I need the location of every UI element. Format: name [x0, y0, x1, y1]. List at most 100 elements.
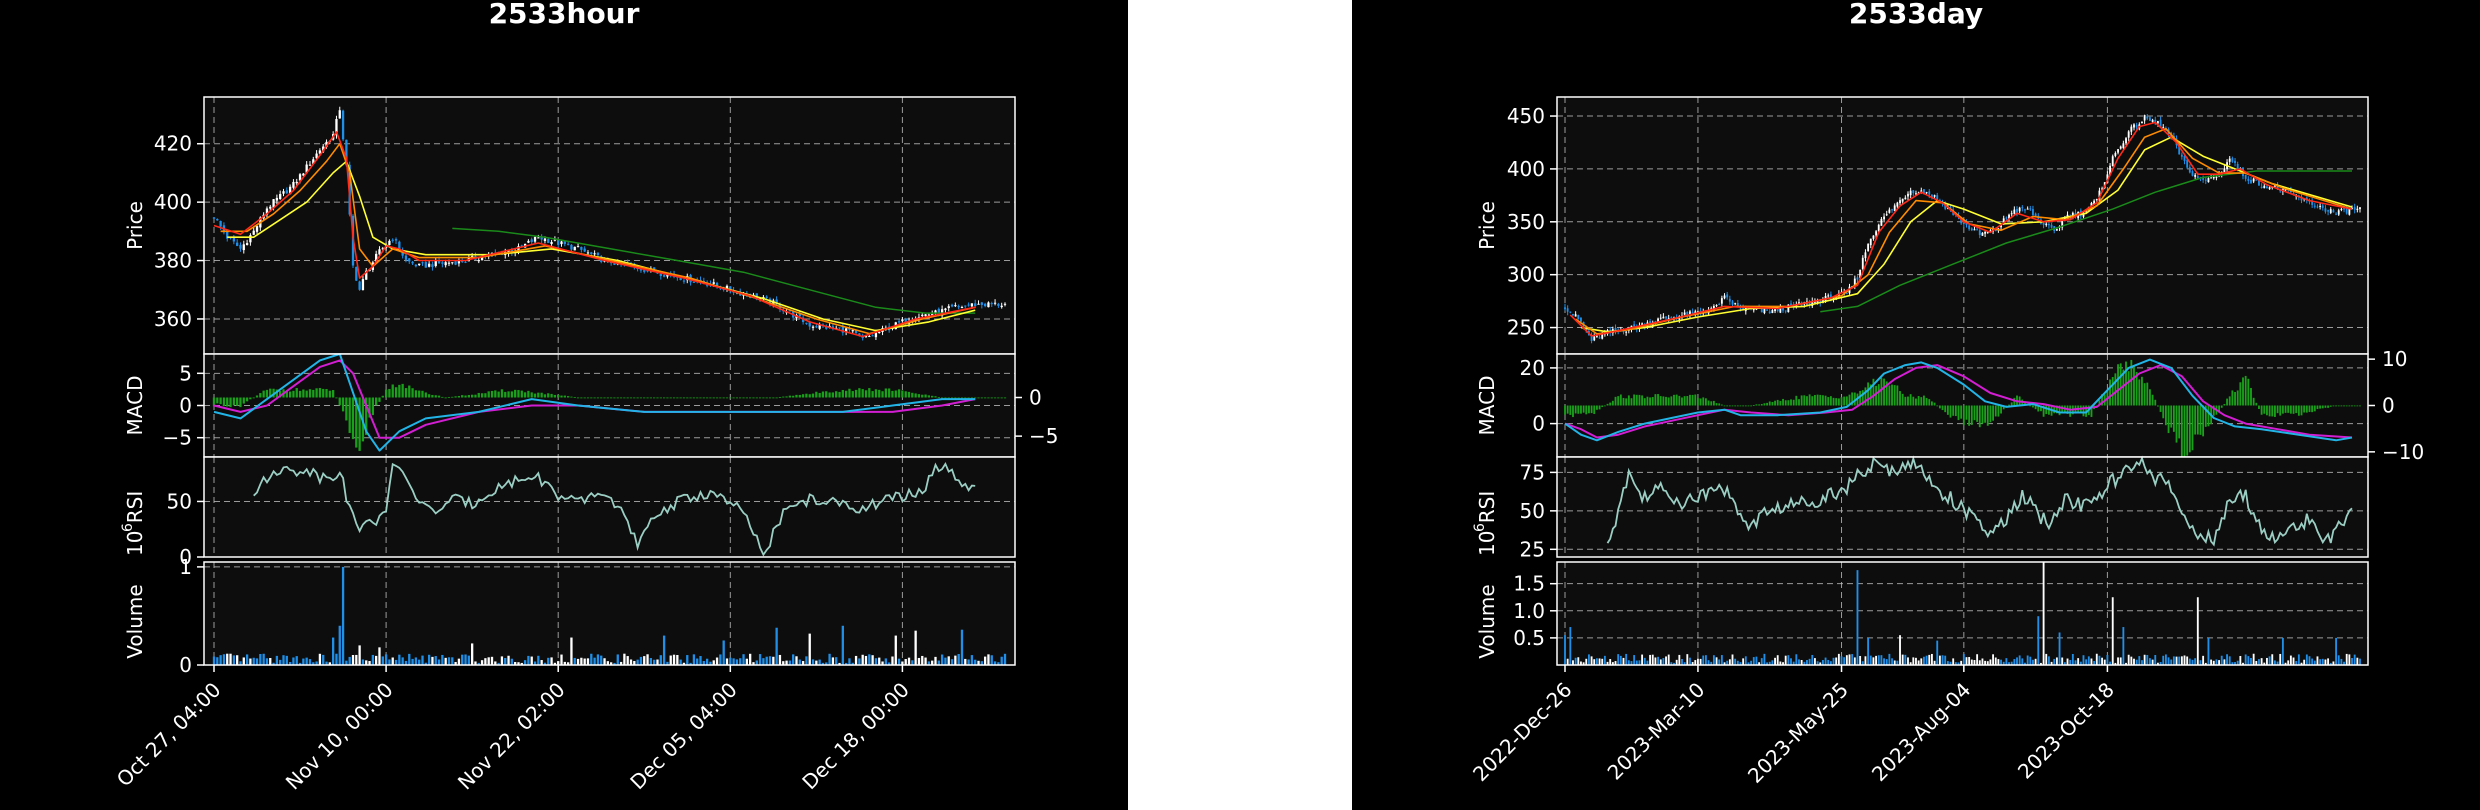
candle-body [1923, 189, 1925, 194]
volume-bar [1877, 655, 1880, 665]
volume-bar [705, 658, 709, 665]
volume-bar [950, 659, 954, 665]
volume-bar [682, 662, 686, 665]
volume-bar [2204, 662, 2207, 665]
macd-histogram-bar [1946, 405, 1949, 415]
volume-bar [964, 658, 967, 665]
volume-bar [1859, 655, 1862, 665]
volume-bar [775, 627, 778, 665]
volume-bar [2335, 637, 2337, 665]
macd-histogram-bar [1930, 401, 1933, 406]
candle-body [2095, 199, 2098, 201]
macd-histogram-bar [2212, 405, 2215, 416]
y-tick-label: 5 [179, 361, 192, 385]
macd-histogram-bar [1718, 403, 1721, 406]
macd-histogram-bar [629, 397, 633, 399]
macd-histogram-bar [2252, 397, 2255, 406]
volume-bar [729, 657, 732, 665]
volume-bar [2069, 659, 2072, 665]
volume-bar [1787, 655, 1790, 665]
candle-body [563, 241, 566, 245]
macd-histogram-bar [970, 397, 974, 399]
volume-bar [808, 633, 811, 665]
price-panel-background [204, 97, 1015, 354]
macd-histogram-bar [1954, 405, 1957, 417]
macd-histogram-bar [365, 397, 368, 435]
volume-bar [2266, 657, 2268, 665]
macd-histogram-bar [504, 391, 507, 398]
macd-histogram-bar [2266, 405, 2268, 416]
volume-bar [2292, 657, 2295, 665]
volume-bar [1984, 660, 1987, 665]
volume-bar [848, 658, 851, 665]
candle-body [2101, 188, 2104, 190]
macd-histogram-bar [2258, 405, 2260, 409]
volume-bar [818, 659, 821, 665]
candle-body [2332, 210, 2335, 213]
macd-histogram-bar [1728, 405, 1731, 407]
volume-bar [2319, 659, 2322, 665]
macd-histogram-bar [1752, 404, 1755, 406]
volume-bar [1782, 662, 1784, 665]
volume-bar [1619, 655, 1622, 665]
macd-histogram-bar [2204, 405, 2207, 427]
volume-bar [355, 654, 358, 665]
macd-histogram-bar [1731, 405, 1734, 407]
day-chart-panel: 2533day 250 300 350 400 450 Price 0 20 −10 0 10 MAC… [1352, 0, 2480, 810]
macd-histogram-bar [1662, 396, 1665, 406]
volume-bar [1851, 654, 1854, 665]
y-tick-label: 50 [1520, 499, 1545, 523]
volume-bar [2223, 659, 2226, 665]
macd-histogram-bar [553, 394, 557, 398]
macd-histogram-bar [288, 391, 292, 398]
macd-histogram-bar [633, 397, 636, 399]
macd-histogram-bar [1742, 405, 1745, 407]
volume-bar [2034, 658, 2037, 665]
candle-body [242, 244, 245, 251]
y-tick-label-right: 0 [1029, 386, 1042, 410]
candle-body [934, 310, 937, 314]
volume-bar [1582, 662, 1585, 665]
volume-bar [2066, 658, 2069, 665]
macd-histogram-bar [427, 394, 431, 398]
macd-histogram-bar [2231, 390, 2234, 406]
macd-histogram-bar [1933, 402, 1936, 406]
volume-bar [712, 660, 715, 665]
macd-histogram-bar [1686, 396, 1689, 406]
candle-body [1726, 294, 1729, 298]
macd-histogram-bar [835, 391, 838, 398]
volume-bar [1853, 657, 1856, 665]
volume-bar [1790, 658, 1792, 665]
volume-bar [219, 655, 222, 665]
candle-body [2143, 115, 2146, 121]
volume-bar [1603, 655, 1606, 665]
macd-histogram-bar [507, 391, 510, 398]
macd-histogram-bar [2061, 405, 2064, 413]
volume-bar [1665, 656, 1667, 665]
macd-histogram-bar [947, 397, 950, 399]
macd-histogram-bar [1665, 396, 1667, 406]
y-tick-label: 360 [154, 307, 192, 331]
volume-bar [613, 662, 616, 665]
candle-body [338, 110, 341, 119]
macd-histogram-bar [983, 397, 987, 399]
candle-body [408, 258, 411, 262]
volume-bar [2303, 659, 2306, 665]
volume-bar [828, 653, 831, 665]
volume-bar [765, 656, 768, 665]
macd-histogram-bar [623, 397, 626, 399]
candle-body [464, 261, 467, 263]
candle-body [2061, 219, 2064, 228]
volume-bar [990, 655, 993, 665]
volume-bar [2172, 656, 2175, 665]
macd-histogram-bar [1659, 396, 1662, 406]
macd-histogram-bar [2191, 405, 2194, 451]
macd-histogram-bar [2273, 405, 2276, 417]
volume-bar [1803, 661, 1806, 665]
volume-bar [1718, 659, 1721, 665]
volume-bar [1798, 659, 1800, 665]
macd-histogram-bar [897, 389, 901, 398]
volume-bar [507, 655, 510, 665]
volume-bar [2002, 661, 2005, 665]
volume-bar [325, 661, 328, 665]
